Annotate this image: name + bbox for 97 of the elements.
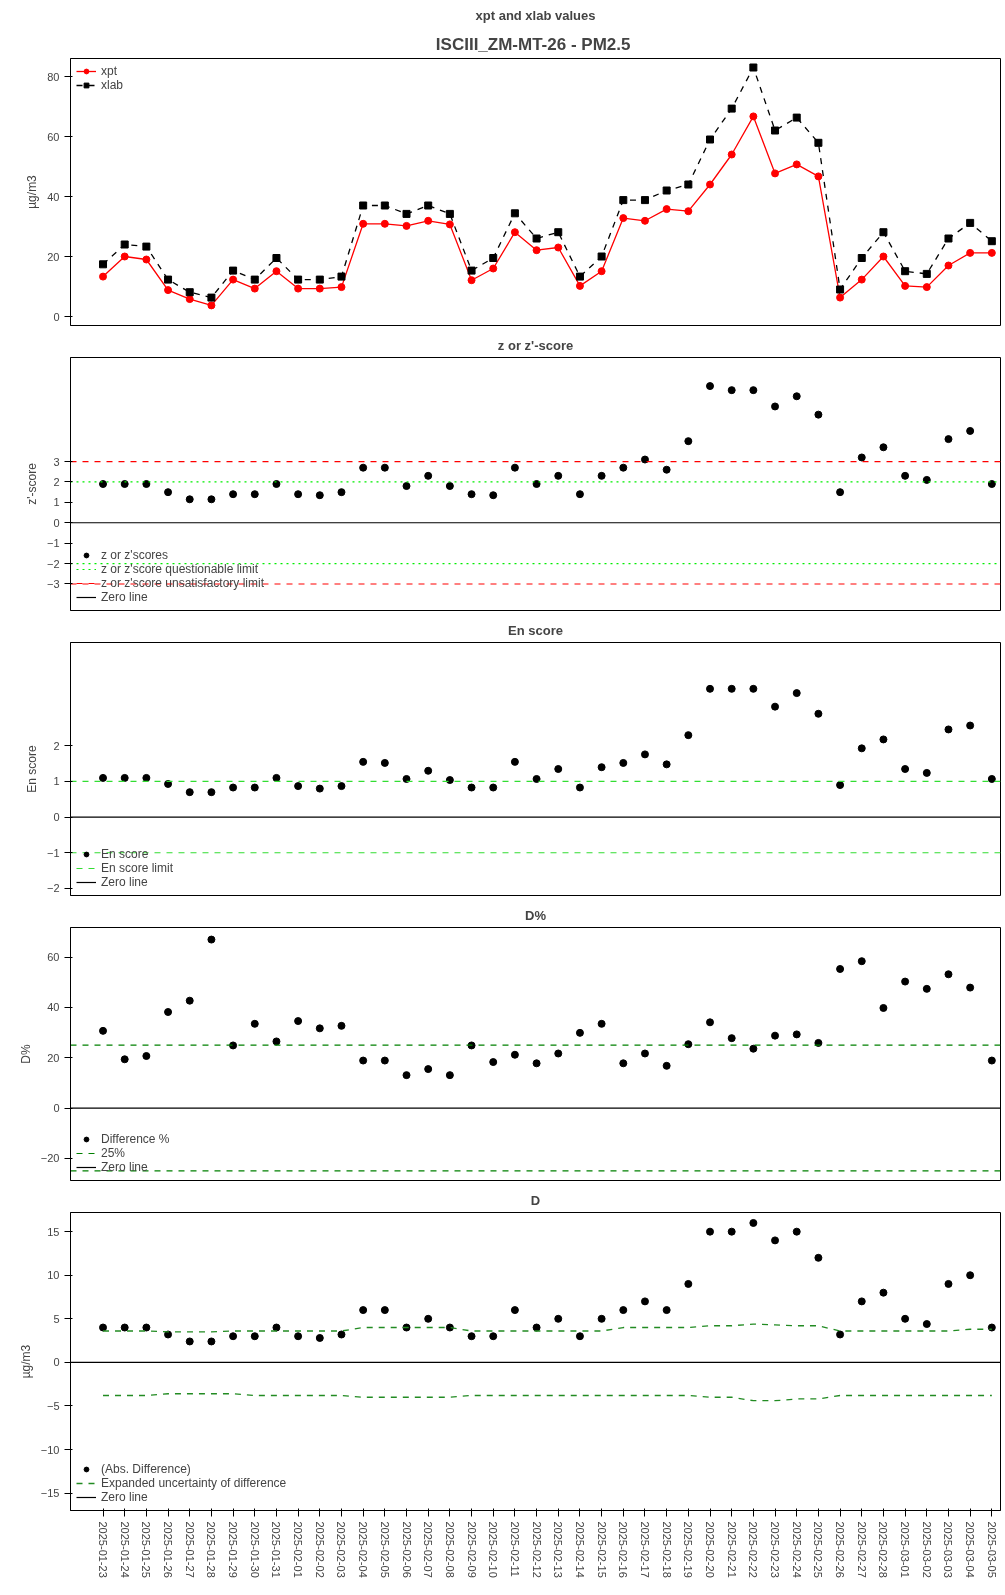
legend-label: 25% xyxy=(101,1146,126,1160)
x-tick-label: 2025-03-02 xyxy=(920,1521,933,1578)
x-tick-label: 2025-03-05 xyxy=(985,1521,998,1578)
x-tick-label: 2025-01-24 xyxy=(118,1521,131,1578)
y-tick-label: 60 xyxy=(47,130,60,143)
y-tick-label: −3 xyxy=(46,577,60,590)
legend-label: (Abs. Difference) xyxy=(101,1462,191,1476)
x-tick-label: 2025-01-26 xyxy=(162,1521,175,1578)
y-tick-label: 15 xyxy=(47,1225,60,1238)
y-tick-label: 5 xyxy=(53,1312,60,1325)
y-tick-label: 40 xyxy=(47,1001,60,1014)
legend-label: Expanded uncertainty of difference xyxy=(101,1476,287,1490)
x-tick-label: 2025-02-02 xyxy=(313,1521,326,1578)
x-tick-label: 2025-02-13 xyxy=(552,1521,565,1578)
y-tick-label: −1 xyxy=(46,846,60,859)
chart-title: z or z'-score xyxy=(497,337,574,353)
y-tick-label: −2 xyxy=(46,882,60,895)
x-tick-label: 2025-02-25 xyxy=(812,1521,825,1578)
y-tick-label: 0 xyxy=(53,1102,60,1115)
x-tick-label: 2025-02-08 xyxy=(443,1521,456,1578)
legend-label: Zero line xyxy=(101,875,148,889)
y-axis-title: µg/m3 xyxy=(18,1344,33,1379)
x-tick-label: 2025-01-30 xyxy=(248,1521,261,1578)
x-tick-label: 2025-02-14 xyxy=(573,1521,586,1578)
y-tick-label: −5 xyxy=(46,1399,60,1412)
x-tick-label: 2025-02-22 xyxy=(747,1521,760,1578)
x-tick-label: 2025-02-23 xyxy=(769,1521,782,1578)
chart-title: En score xyxy=(508,622,563,638)
x-tick-label: 2025-02-21 xyxy=(725,1521,738,1578)
y-axis-title: En score xyxy=(24,745,39,793)
y-tick-label: 0 xyxy=(53,1356,60,1369)
x-tick-label: 2025-02-12 xyxy=(530,1521,543,1578)
y-axis-title: z'-score xyxy=(24,462,39,505)
y-tick-label: 60 xyxy=(47,951,60,964)
y-tick-label: −20 xyxy=(40,1152,60,1165)
y-tick-label: −1 xyxy=(46,537,60,550)
x-tick-label: 2025-02-11 xyxy=(508,1521,521,1577)
y-tick-label: 2 xyxy=(53,739,60,752)
x-tick-label: 2025-03-04 xyxy=(964,1521,977,1578)
y-tick-label: 0 xyxy=(53,516,60,529)
x-tick-label: 2025-02-01 xyxy=(292,1521,305,1578)
x-tick-label: 2025-02-09 xyxy=(465,1521,478,1578)
chart-title: D% xyxy=(525,907,547,923)
x-tick-label: 2025-02-26 xyxy=(834,1521,847,1578)
chart-title: xpt and xlab values xyxy=(475,7,596,23)
legend-label: Zero line xyxy=(101,590,148,604)
y-tick-label: 2 xyxy=(53,475,60,488)
y-tick-label: 3 xyxy=(53,455,60,468)
y-axis-title: D% xyxy=(18,1044,33,1064)
legend-label: En score limit xyxy=(101,861,174,875)
legend-label: xpt xyxy=(101,64,118,78)
x-tick-label: 2025-01-23 xyxy=(97,1521,110,1578)
y-tick-label: 80 xyxy=(47,70,60,83)
legend-label: Zero line xyxy=(101,1160,148,1174)
x-tick-label: 2025-01-31 xyxy=(270,1521,283,1578)
y-tick-label: −10 xyxy=(40,1443,60,1456)
chart-title: D xyxy=(530,1192,541,1208)
x-tick-label: 2025-02-19 xyxy=(682,1521,695,1578)
y-tick-label: 40 xyxy=(47,190,60,203)
x-tick-label: 2025-02-07 xyxy=(422,1521,435,1578)
y-tick-label: 0 xyxy=(53,310,60,323)
y-tick-label: −2 xyxy=(46,557,60,570)
x-tick-label: 2025-02-20 xyxy=(704,1521,717,1578)
y-tick-label: 10 xyxy=(47,1269,60,1282)
x-tick-label: 2025-02-16 xyxy=(617,1521,630,1578)
x-tick-label: 2025-01-25 xyxy=(140,1521,153,1578)
x-tick-label: 2025-02-06 xyxy=(400,1521,413,1578)
x-tick-label: 2025-02-10 xyxy=(487,1521,500,1578)
legend-label: z or z'score unsatisfactory limit xyxy=(101,576,265,590)
x-tick-label: 2025-02-18 xyxy=(660,1521,673,1578)
x-tick-label: 2025-02-24 xyxy=(790,1521,803,1578)
legend-label: z or z'scores xyxy=(101,548,168,562)
y-tick-label: 1 xyxy=(53,496,60,509)
legend-label: Difference % xyxy=(101,1132,170,1146)
x-tick-label: 2025-02-28 xyxy=(877,1521,890,1578)
x-tick-label: 2025-02-17 xyxy=(638,1521,651,1578)
x-tick-label: 2025-02-03 xyxy=(335,1521,348,1578)
y-axis-title: µg/m3 xyxy=(25,174,40,209)
legend-label: z or z'score questionable limit xyxy=(101,562,259,576)
legend-label: En score xyxy=(101,847,149,861)
x-tick-label: 2025-01-27 xyxy=(183,1521,196,1578)
y-tick-label: 20 xyxy=(47,1051,60,1064)
text: ISCIII_ZM-MT-26 - PM2.5 xyxy=(435,34,631,54)
y-tick-label: −15 xyxy=(40,1487,60,1500)
x-tick-label: 2025-02-15 xyxy=(595,1521,608,1578)
x-tick-label: 2025-02-27 xyxy=(855,1521,868,1578)
x-tick-label: 2025-02-04 xyxy=(357,1521,370,1578)
legend-label: Zero line xyxy=(101,1490,148,1504)
legend-label: xlab xyxy=(101,78,124,92)
x-tick-label: 2025-01-29 xyxy=(227,1521,240,1578)
x-tick-label: 2025-03-01 xyxy=(899,1521,912,1578)
y-tick-label: 1 xyxy=(53,775,60,788)
y-tick-label: 20 xyxy=(47,250,60,263)
y-tick-label: 0 xyxy=(53,811,60,824)
x-tick-label: 2025-02-05 xyxy=(378,1521,391,1578)
x-tick-label: 2025-01-28 xyxy=(205,1521,218,1578)
x-tick-label: 2025-03-03 xyxy=(942,1521,955,1578)
